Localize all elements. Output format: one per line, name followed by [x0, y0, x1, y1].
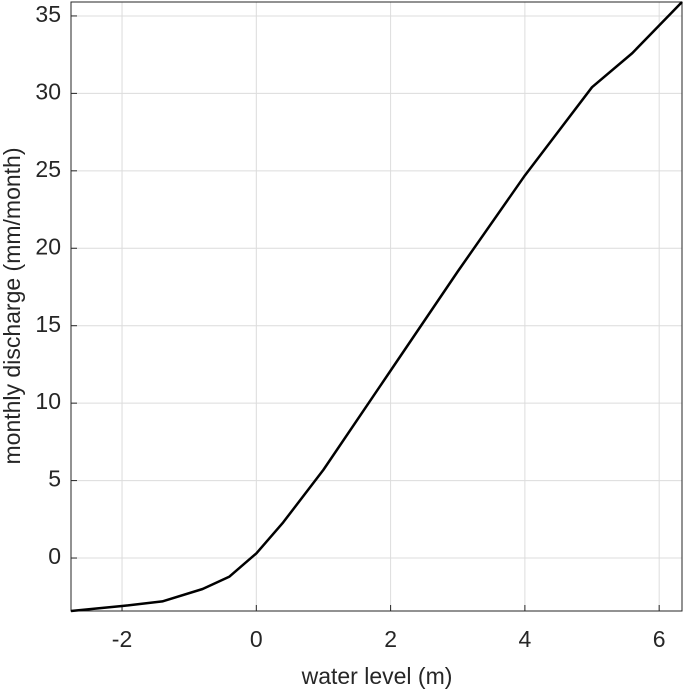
y-tick-label: 20	[35, 233, 61, 259]
y-tick-label: 35	[35, 1, 61, 27]
x-tick-label: 2	[384, 626, 397, 652]
x-tick-label: 0	[250, 626, 263, 652]
plot-frame	[70, 1, 683, 612]
x-tick-label: 6	[653, 626, 666, 652]
y-tick-label: 25	[35, 156, 61, 182]
y-tick-label: 30	[35, 78, 61, 104]
y-tick-label: 15	[35, 311, 61, 337]
y-tick-label: 0	[48, 543, 61, 569]
x-axis-label: water level (m)	[301, 663, 453, 689]
y-axis-label: monthly discharge (mm/month)	[0, 148, 25, 465]
x-tick-label: 4	[518, 626, 531, 652]
y-tick-label: 5	[48, 466, 61, 492]
data-line	[70, 1, 683, 613]
y-tick-label: 10	[35, 388, 61, 414]
x-tick-label: -2	[112, 626, 132, 652]
